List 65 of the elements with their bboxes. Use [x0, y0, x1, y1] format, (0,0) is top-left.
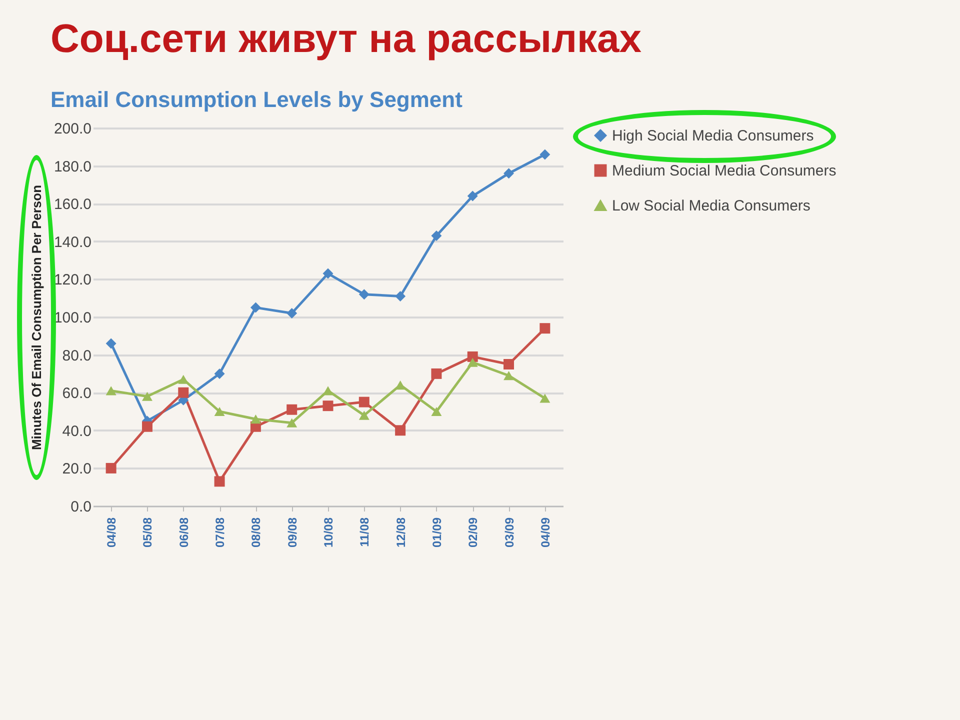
legend-label: High Social Media Consumers — [612, 128, 814, 144]
x-tick-label: 07/08 — [213, 517, 228, 548]
y-axis-title: Minutes Of Email Consumption Per Person — [28, 184, 44, 450]
point — [178, 387, 189, 398]
y-tick-label: 120.0 — [54, 272, 92, 289]
y-tick-label: 0.0 — [70, 498, 92, 516]
point — [142, 421, 152, 432]
point — [431, 368, 442, 379]
point — [467, 351, 478, 362]
point — [178, 374, 189, 384]
point — [504, 359, 514, 370]
point — [214, 406, 225, 416]
y-tick-label: 180.0 — [54, 158, 92, 176]
point — [467, 358, 478, 367]
point — [322, 268, 334, 279]
point — [106, 386, 116, 396]
point — [322, 386, 334, 396]
x-tick-label: 10/08 — [322, 517, 336, 548]
point — [250, 414, 261, 424]
x-tick-label: 02/09 — [466, 517, 480, 548]
x-tick-label: 08/08 — [249, 517, 264, 548]
y-tick-label: 80.0 — [62, 347, 92, 364]
point — [431, 406, 442, 416]
point — [286, 404, 298, 415]
x-tick-label: 06/08 — [176, 517, 191, 548]
point — [142, 392, 152, 401]
x-tick-label: 11/08 — [358, 517, 372, 547]
point — [358, 289, 370, 300]
point — [286, 418, 298, 428]
point — [540, 149, 550, 160]
point — [286, 308, 298, 318]
y-tick-label: 200.0 — [54, 120, 92, 138]
legend-label: Medium Social Media Consumers — [612, 162, 836, 180]
x-tick-label: 04/09 — [538, 517, 552, 548]
chart-subtitle: Email Consumption Levels by Segment — [50, 87, 464, 112]
point — [467, 190, 478, 202]
point — [214, 368, 225, 379]
y-tick-label: 20.0 — [62, 460, 92, 478]
point — [395, 380, 406, 390]
point — [395, 425, 406, 436]
point — [358, 410, 370, 420]
point — [106, 462, 116, 474]
point — [214, 476, 225, 487]
point — [504, 168, 514, 179]
y-tick-label: 60.0 — [62, 385, 92, 402]
point — [395, 290, 406, 302]
legend-label: Low Social Media Consumers — [612, 198, 810, 214]
point — [540, 394, 550, 403]
point — [106, 338, 116, 349]
x-tick-label: 03/09 — [502, 517, 516, 548]
point — [250, 302, 261, 313]
chart-title: Соц.сети живут на рассылках — [50, 17, 642, 61]
x-tick-label: 04/08 — [104, 517, 119, 548]
x-tick-label: 09/08 — [285, 517, 300, 548]
x-tick-label: 12/08 — [394, 517, 408, 548]
point — [540, 323, 550, 334]
point — [504, 371, 514, 380]
y-tick-label: 140.0 — [54, 234, 92, 251]
x-tick-label: 05/08 — [140, 517, 155, 548]
y-tick-label: 40.0 — [62, 422, 92, 440]
point — [358, 396, 370, 408]
point — [322, 400, 334, 412]
x-tick-label: 01/09 — [430, 517, 444, 548]
point — [431, 230, 442, 241]
y-tick-label: 160.0 — [54, 196, 92, 214]
